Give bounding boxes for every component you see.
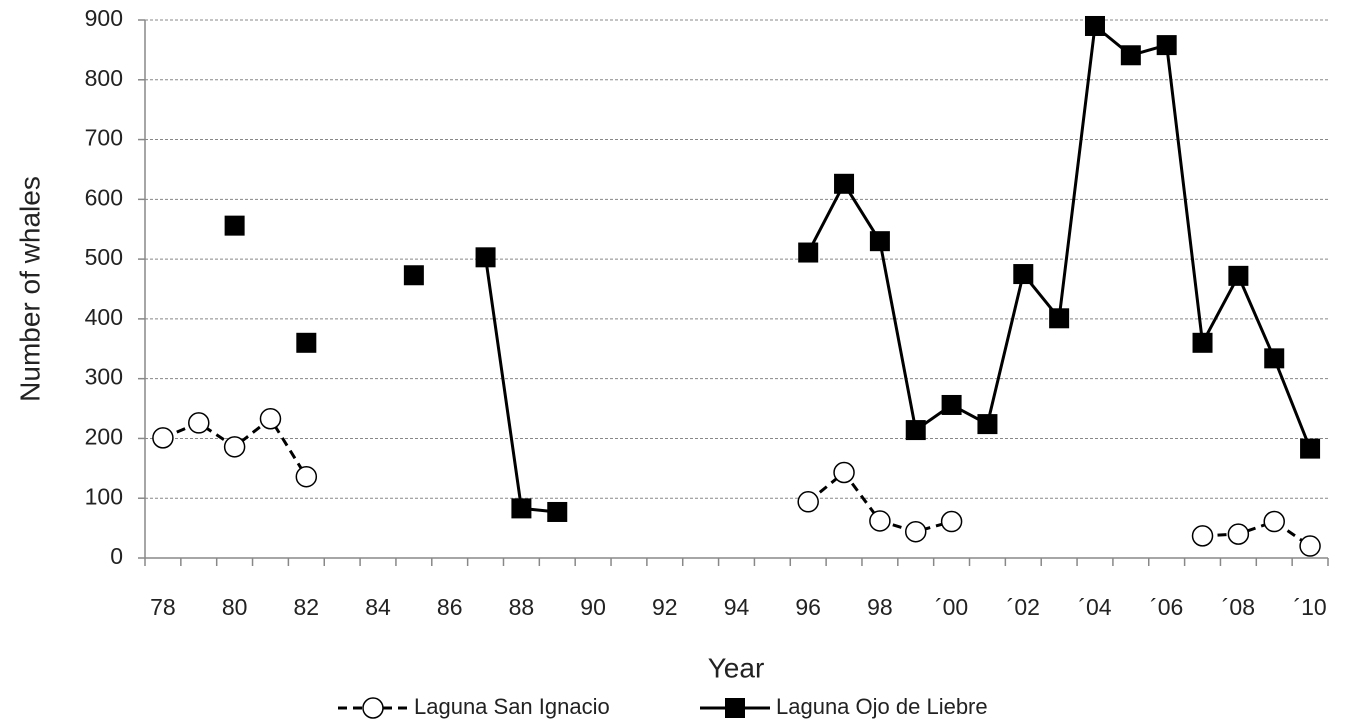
point	[1300, 438, 1321, 459]
point	[797, 491, 819, 513]
point	[511, 498, 532, 519]
legend-label: Laguna San Ignacio	[414, 694, 610, 719]
legend: Laguna San Ignacio Laguna Ojo de Liebre	[338, 694, 988, 719]
point	[295, 465, 318, 488]
y-tick-label: 800	[85, 65, 123, 91]
x-tick-label: ´08	[1222, 594, 1255, 620]
point	[296, 332, 317, 353]
point	[834, 173, 855, 194]
x-tick-label: 82	[294, 594, 320, 620]
point	[224, 215, 245, 236]
point	[905, 420, 926, 441]
x-tick-label: 94	[724, 594, 750, 620]
point	[833, 461, 855, 484]
point	[977, 414, 998, 435]
y-tick-label: 100	[85, 483, 123, 509]
y-tick-label: 300	[85, 364, 123, 390]
point	[547, 501, 568, 522]
series-line	[484, 23, 1312, 514]
point	[869, 231, 890, 252]
legend-marker	[362, 697, 384, 719]
point	[1013, 264, 1034, 285]
x-tick-label: ´02	[1007, 594, 1040, 620]
x-tick-label: 86	[437, 594, 463, 620]
point	[188, 412, 210, 434]
y-tick-label: 400	[85, 304, 123, 330]
point	[1228, 265, 1249, 286]
point	[475, 247, 496, 268]
point	[798, 242, 819, 263]
x-tick-label: 92	[652, 594, 678, 620]
x-tick-label: ´00	[935, 594, 968, 620]
point	[1192, 332, 1213, 353]
point	[1227, 523, 1250, 545]
point	[869, 510, 891, 532]
y-axis-label: Number of whales	[14, 176, 45, 402]
x-tick-label: 96	[795, 594, 821, 620]
point	[941, 394, 962, 415]
x-tick-label: 84	[365, 594, 391, 620]
x-tick-label: 88	[509, 594, 535, 620]
point	[1120, 45, 1141, 66]
legend-label: Laguna Ojo de Liebre	[776, 694, 988, 719]
point	[1191, 525, 1214, 547]
x-tick-label: ´04	[1078, 594, 1111, 620]
x-axis-label: Year	[708, 652, 765, 683]
point	[403, 265, 424, 286]
y-tick-label: 500	[85, 244, 123, 270]
y-tick-label: 200	[85, 424, 123, 450]
y-tick-label: 900	[85, 5, 123, 31]
point	[1299, 535, 1321, 557]
x-tick-label: 98	[867, 594, 893, 620]
point	[1264, 348, 1285, 369]
x-tick-label: 80	[222, 594, 248, 620]
y-tick-label: 600	[85, 184, 123, 210]
point	[904, 520, 927, 543]
y-tick-label: 700	[85, 125, 123, 151]
x-tick-label: ´10	[1293, 594, 1326, 620]
point	[152, 427, 174, 449]
point	[259, 407, 282, 430]
legend-marker	[725, 698, 745, 718]
series-line	[162, 416, 1311, 548]
point	[940, 510, 963, 533]
point	[1263, 510, 1285, 533]
point	[223, 436, 246, 458]
x-tick-label: 90	[580, 594, 606, 620]
point	[1084, 15, 1105, 36]
y-tick-label: 0	[110, 543, 123, 569]
point	[1156, 35, 1177, 56]
x-tick-label: ´06	[1150, 594, 1183, 620]
point	[1049, 308, 1070, 329]
x-tick-label: 78	[150, 594, 176, 620]
